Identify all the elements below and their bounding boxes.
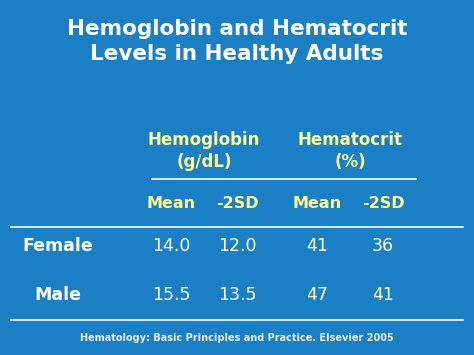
Text: Mean: Mean: [292, 196, 342, 212]
Text: 36: 36: [372, 237, 394, 255]
Text: 14.0: 14.0: [152, 237, 190, 255]
Text: Mean: Mean: [146, 196, 196, 212]
Text: 47: 47: [306, 286, 328, 305]
Text: Male: Male: [35, 286, 82, 305]
Text: -2SD: -2SD: [362, 196, 404, 212]
Text: Female: Female: [23, 237, 93, 255]
Text: 12.0: 12.0: [218, 237, 256, 255]
Text: 13.5: 13.5: [218, 286, 256, 305]
Text: Hematocrit
(%): Hematocrit (%): [298, 131, 402, 171]
Text: 41: 41: [306, 237, 328, 255]
Text: 15.5: 15.5: [152, 286, 190, 305]
Text: Hemoglobin
(g/dL): Hemoglobin (g/dL): [148, 131, 260, 171]
Text: 41: 41: [372, 286, 394, 305]
Text: Hematology: Basic Principles and Practice. Elsevier 2005: Hematology: Basic Principles and Practic…: [80, 333, 394, 343]
Text: Hemoglobin and Hematocrit
Levels in Healthy Adults: Hemoglobin and Hematocrit Levels in Heal…: [67, 19, 407, 64]
Text: -2SD: -2SD: [216, 196, 258, 212]
